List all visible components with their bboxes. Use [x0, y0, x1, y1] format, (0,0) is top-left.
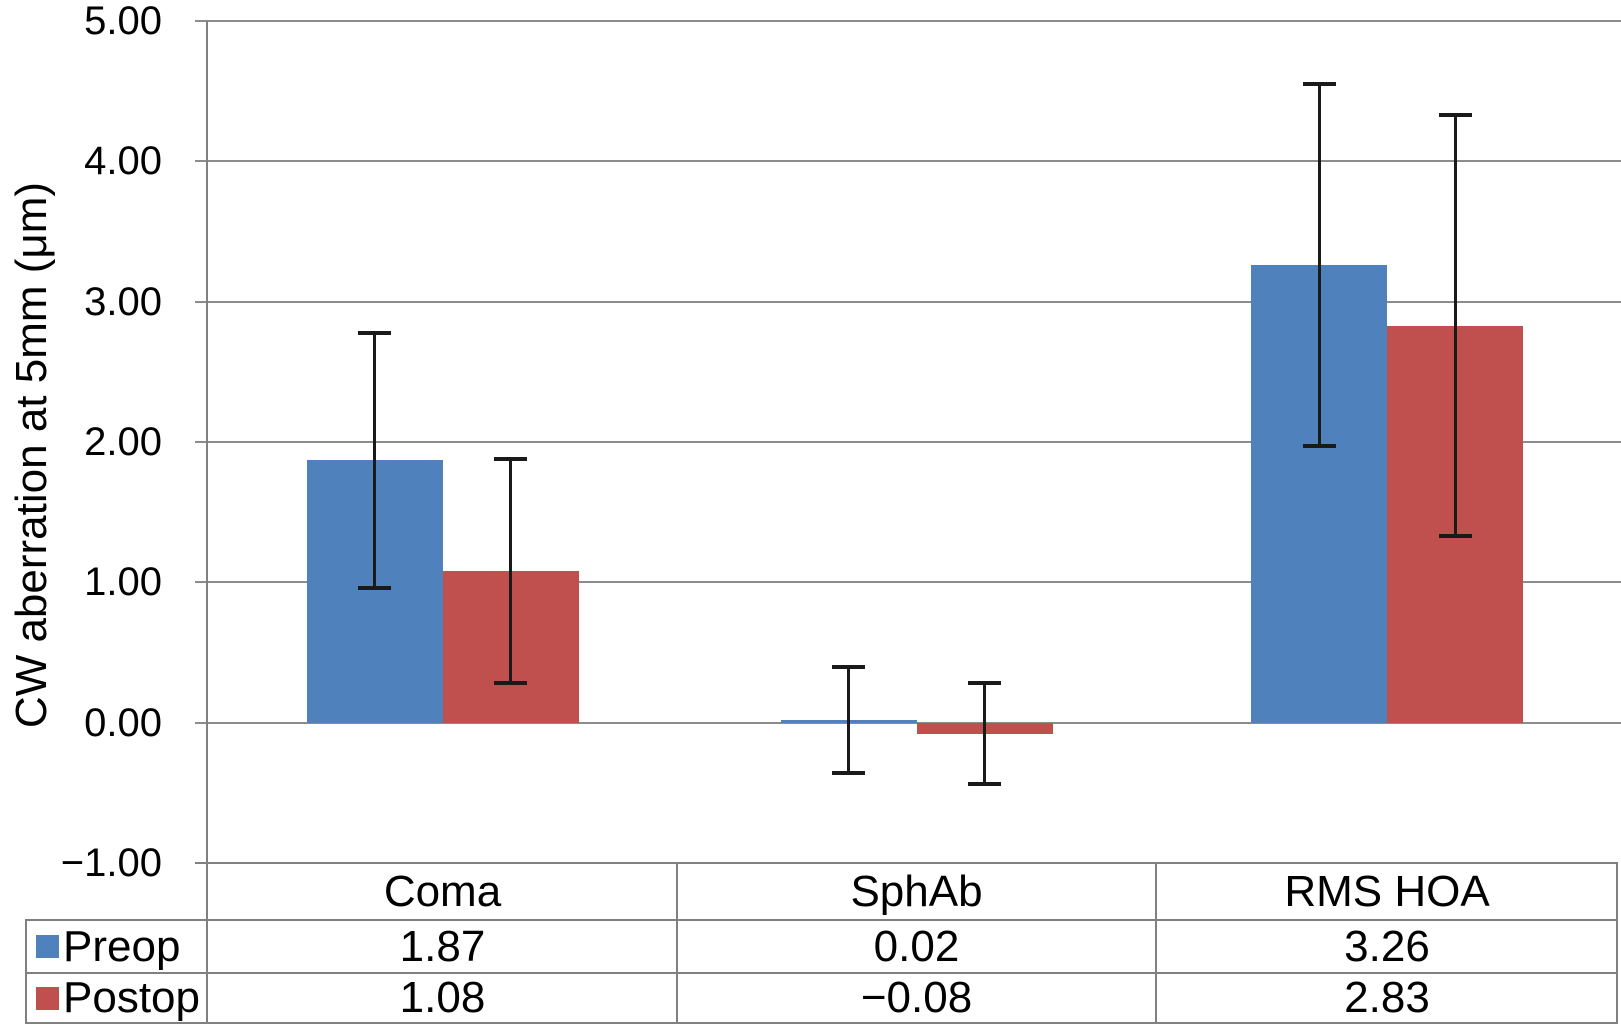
y-tick-label: 1.00: [84, 560, 162, 605]
table-cell-1-1: −0.08: [860, 973, 973, 1022]
y-tick-label: 4.00: [84, 139, 162, 184]
table-header-0: Coma: [383, 867, 502, 916]
table-cell-1-2: 2.83: [1344, 973, 1430, 1022]
error-bar-cap-bottom: [968, 782, 1001, 787]
error-bar-cap-top: [1302, 82, 1336, 87]
table-cell-1-0: 1.08: [399, 973, 486, 1022]
table-cell-0-0: 1.87: [399, 922, 486, 971]
error-bar-cap-top: [1438, 113, 1472, 118]
y-tick-label: −1.00: [60, 841, 162, 885]
gridline: [195, 862, 1618, 864]
gridline: [195, 160, 1621, 163]
table-cell-0-2: 3.26: [1344, 922, 1430, 971]
table-vline: [676, 863, 678, 1023]
error-bar-stem: [847, 666, 850, 774]
error-bar-cap-bottom: [358, 585, 391, 590]
error-bar-stem: [373, 332, 376, 588]
error-bar-cap-bottom: [832, 771, 865, 776]
y-tick-label: 3.00: [84, 279, 162, 324]
legend-swatch-postop: [36, 986, 59, 1010]
table-vline: [1616, 863, 1618, 1023]
gridline: [195, 441, 1621, 443]
y-tick-label: 2.00: [84, 420, 162, 464]
y-axis-line: [206, 21, 208, 1023]
table-hline: [25, 1022, 1618, 1024]
error-bar-cap-bottom: [494, 681, 527, 686]
table-header-1: SphAb: [850, 867, 983, 916]
error-bar-cap-top: [968, 681, 1001, 686]
gridline: [195, 20, 1621, 22]
y-tick-label: 5.00: [84, 0, 162, 43]
table-cell-0-1: 0.02: [873, 922, 960, 971]
gridline: [195, 581, 1621, 584]
error-bar-cap-bottom: [1302, 444, 1336, 449]
table-hline: [25, 919, 1618, 921]
table-vline: [1155, 863, 1157, 1023]
y-tick-label: 0.00: [84, 700, 162, 745]
legend-label-preop: Preop: [63, 922, 181, 971]
error-bar-stem: [509, 458, 512, 684]
error-bar-cap-top: [494, 456, 527, 461]
error-bar-stem: [1317, 84, 1321, 447]
error-bar-stem: [983, 683, 986, 785]
error-bar-cap-top: [358, 330, 391, 335]
error-bar-cap-bottom: [1438, 534, 1472, 539]
table-hline: [25, 972, 1618, 974]
gridline: [195, 300, 1621, 303]
error-bar-stem: [1453, 115, 1457, 537]
error-bar-cap-top: [832, 664, 865, 669]
table-header-2: RMS HOA: [1284, 867, 1490, 916]
legend-label-postop: Postop: [63, 973, 200, 1022]
table-vline: [25, 920, 27, 1023]
legend-swatch-preop: [36, 935, 59, 958]
